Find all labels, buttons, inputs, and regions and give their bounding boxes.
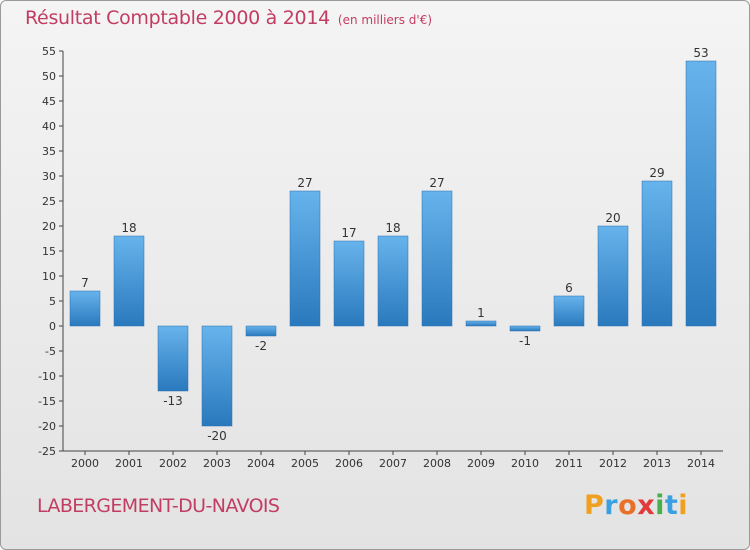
x-tick-label-2013: 2013 — [643, 457, 671, 470]
chart-axes: -25 -20 -15 -10 -5 0 5 10 15 20 25 30 35 40 45 50 55 2000… — [38, 45, 723, 470]
data-label-2008: 27 — [429, 176, 444, 190]
data-label-2011: 6 — [565, 281, 573, 295]
bar-2000 — [69, 290, 101, 327]
chart-title-text: Résultat Comptable 2000 à 2014 — [25, 7, 330, 29]
bar-2008 — [421, 190, 453, 327]
chart-title: Résultat Comptable 2000 à 2014 (en millie… — [25, 7, 432, 29]
bar-2013 — [641, 180, 673, 327]
data-label-2010: -1 — [519, 334, 531, 348]
bar-2011 — [553, 295, 585, 327]
y-tick-label: 15 — [42, 245, 56, 258]
x-tick-label-2002: 2002 — [159, 457, 187, 470]
data-label-2014: 53 — [693, 46, 708, 60]
y-tick-label: -10 — [38, 370, 56, 383]
data-label-2006: 17 — [341, 226, 356, 240]
data-label-2004: -2 — [255, 339, 267, 353]
data-label-2003: -20 — [207, 429, 227, 443]
chart-bars — [69, 60, 717, 427]
bar-2010 — [509, 325, 541, 332]
x-tick-label-2006: 2006 — [335, 457, 363, 470]
x-tick-label-2011: 2011 — [555, 457, 583, 470]
chart-data-labels: 7 18 -13 -20 -2 27 17 18 27 1 -1 6 20 29 53 — [81, 46, 708, 443]
bar-2001 — [113, 235, 145, 327]
y-tick-label: -20 — [38, 420, 56, 433]
y-tick-label: 10 — [42, 270, 56, 283]
bar-2012 — [597, 225, 629, 327]
data-label-2013: 29 — [649, 166, 664, 180]
bar-2009 — [465, 320, 497, 327]
bar-2005 — [289, 190, 321, 327]
x-tick-label-2000: 2000 — [71, 457, 99, 470]
y-tick-label: 50 — [42, 70, 56, 83]
y-tick-label: 25 — [42, 195, 56, 208]
y-tick-label: 20 — [42, 220, 56, 233]
y-tick-label: 5 — [49, 295, 56, 308]
x-tick-label-2005: 2005 — [291, 457, 319, 470]
x-tick-label-2009: 2009 — [467, 457, 495, 470]
data-label-2009: 1 — [477, 306, 485, 320]
y-tick-label: -25 — [38, 445, 56, 458]
bar-2002 — [157, 325, 189, 392]
chart-subtitle: (en milliers d'€) — [337, 13, 433, 27]
y-tick-label: 0 — [49, 320, 56, 333]
bar-2004 — [245, 325, 277, 337]
commune-name: LABERGEMENT-DU-NAVOIS — [37, 495, 280, 517]
x-tick-label-2004: 2004 — [247, 457, 275, 470]
x-tick-label-2001: 2001 — [115, 457, 143, 470]
y-tick-label: 55 — [42, 45, 56, 58]
data-label-2002: -13 — [163, 394, 183, 408]
x-tick-label-2007: 2007 — [379, 457, 407, 470]
x-tick-label-2010: 2010 — [511, 457, 539, 470]
data-label-2000: 7 — [81, 276, 89, 290]
bar-2007 — [377, 235, 409, 327]
data-label-2007: 18 — [385, 221, 400, 235]
y-tick-label: 45 — [42, 95, 56, 108]
bar-2003 — [201, 325, 233, 427]
y-tick-label: -15 — [38, 395, 56, 408]
x-tick-label-2014: 2014 — [687, 457, 715, 470]
y-tick-label: 30 — [42, 170, 56, 183]
bar-2014 — [685, 60, 717, 327]
x-tick-label-2008: 2008 — [423, 457, 451, 470]
data-label-2005: 27 — [297, 176, 312, 190]
data-label-2012: 20 — [605, 211, 620, 225]
x-tick-label-2012: 2012 — [599, 457, 627, 470]
proxiti-logo[interactable]: Proxiti — [584, 490, 689, 521]
data-label-2001: 18 — [121, 221, 136, 235]
x-tick-label-2003: 2003 — [203, 457, 231, 470]
y-tick-label: -5 — [45, 345, 56, 358]
y-tick-label: 35 — [42, 145, 56, 158]
bar-2006 — [333, 240, 365, 327]
y-tick-label: 40 — [42, 120, 56, 133]
